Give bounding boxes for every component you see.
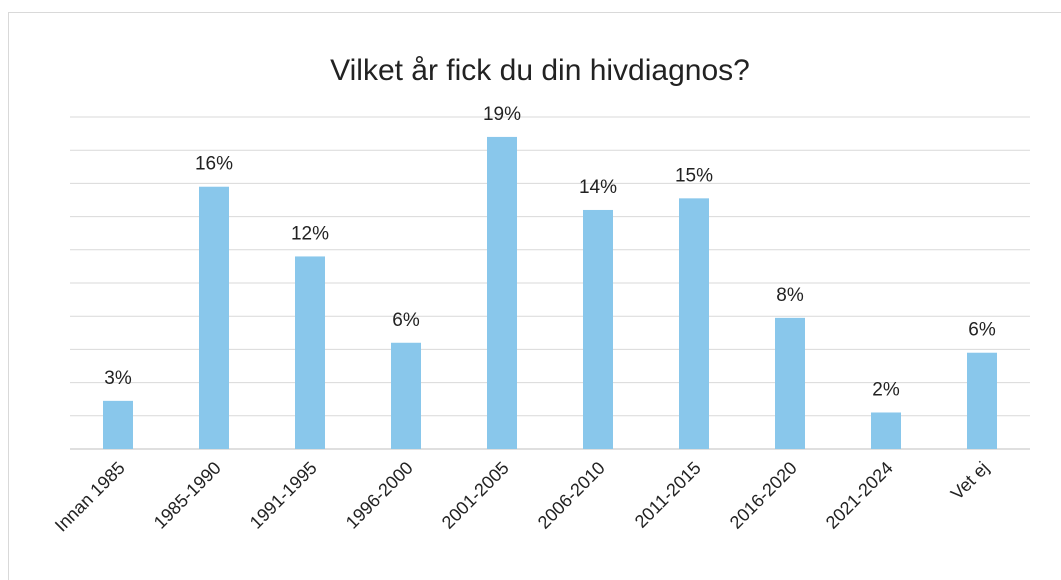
bar <box>967 352 997 449</box>
bar <box>199 186 229 449</box>
value-label: 15% <box>675 165 713 186</box>
value-label: 16% <box>195 154 233 175</box>
value-label: 3% <box>104 368 132 389</box>
bar <box>679 198 709 449</box>
chart-title: Vilket år fick du din hivdiagnos? <box>330 54 750 87</box>
value-label: 6% <box>392 310 420 331</box>
value-label: 2% <box>872 379 900 400</box>
value-label: 14% <box>579 177 617 198</box>
bar <box>583 209 613 449</box>
value-label: 8% <box>776 285 804 306</box>
chart-border <box>8 12 1061 580</box>
bar <box>103 400 133 449</box>
bar <box>487 136 517 450</box>
bar <box>295 256 325 449</box>
bar <box>391 342 421 449</box>
bar <box>871 412 901 449</box>
bar <box>775 317 805 449</box>
value-label: 12% <box>291 223 329 244</box>
value-label: 19% <box>483 104 521 125</box>
value-label: 6% <box>968 320 996 341</box>
